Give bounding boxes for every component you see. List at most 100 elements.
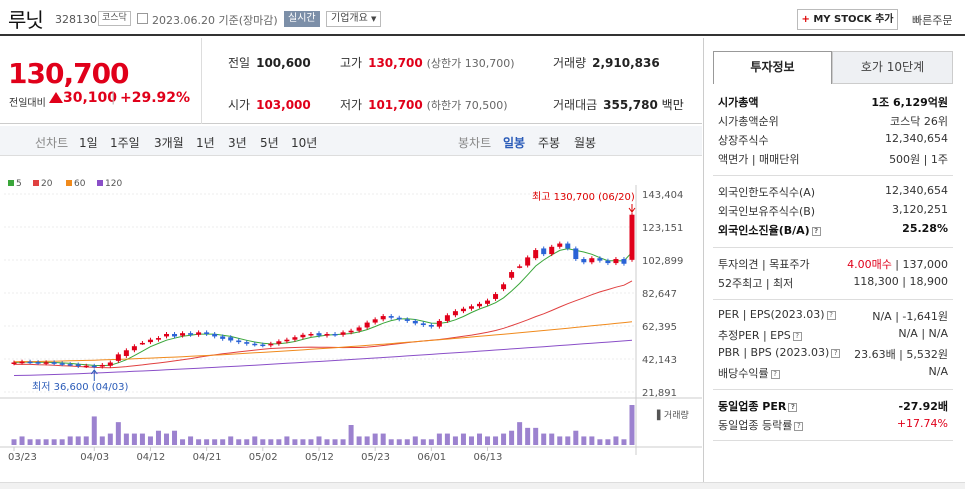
volume-bar (59, 439, 65, 445)
tab-daily[interactable]: 일봉 (503, 136, 526, 150)
info-label: 시가총액 (718, 96, 759, 109)
divider (713, 440, 953, 441)
low-annotation: 최저 36,600 (04/03) (32, 381, 128, 393)
candle-body (236, 340, 242, 343)
help-icon[interactable]: ? (811, 227, 821, 236)
ma-legend-item[interactable]: 60 (66, 179, 85, 189)
info-value: 1조 6,129억원 (871, 96, 948, 109)
ma-line-5 (13, 248, 633, 367)
candle-body (452, 311, 458, 316)
tab-3m[interactable]: 3개월 (154, 136, 184, 150)
candle-body (557, 243, 563, 247)
help-icon[interactable]: ? (770, 370, 780, 379)
volume-bar (541, 433, 547, 445)
volume-bar (107, 433, 113, 445)
volume-bar (629, 405, 635, 445)
volume-bar (91, 416, 97, 445)
price-chart: 143,404 123,151 102,899 82,647 62,395 42,143 2… (0, 185, 702, 463)
candle-body (589, 258, 595, 263)
candle-body (613, 259, 619, 264)
volume-bar (19, 436, 25, 445)
my-stock-add-button[interactable]: + MY STOCK 추가 (797, 9, 898, 30)
tab-1y[interactable]: 1년 (196, 136, 215, 150)
volume-bar (332, 439, 338, 445)
help-icon[interactable]: ? (794, 422, 804, 431)
candle-body (123, 350, 129, 356)
plus-icon: + (801, 14, 810, 25)
chevron-down-icon: ▼ (371, 15, 377, 23)
realtime-button[interactable]: 실시간 (284, 11, 320, 27)
volume-bar (244, 439, 250, 445)
candle-body (212, 333, 218, 337)
candle-body (35, 362, 41, 364)
candle-body (99, 364, 105, 367)
help-icon[interactable]: ? (788, 403, 798, 412)
volume-bar (180, 439, 186, 445)
info-value: 23.63배 | 5,532원 (854, 348, 948, 361)
help-icon[interactable]: ? (826, 311, 836, 320)
legend-label: 60 (74, 179, 86, 189)
tab-weekly[interactable]: 주봉 (538, 136, 561, 150)
tab-3y[interactable]: 3년 (228, 136, 247, 150)
candle-body (284, 339, 290, 342)
tab-line-chart[interactable]: 선차트 (35, 136, 69, 150)
legend-swatch (33, 180, 39, 186)
volume-bar (308, 439, 314, 445)
x-tick-label: 06/13 (474, 452, 503, 463)
info-label: 외국인한도주식수(A) (718, 186, 816, 199)
company-overview-dropdown[interactable]: 기업개요 ▼ (326, 11, 382, 27)
help-icon[interactable]: ? (831, 349, 841, 358)
tab-1d[interactable]: 1일 (79, 136, 98, 150)
ma-legend-item[interactable]: 5 (8, 179, 22, 189)
tab-candle-chart[interactable]: 봉차트 (458, 136, 492, 150)
legend-swatch (66, 180, 72, 186)
tab-1w[interactable]: 1주일 (110, 136, 140, 150)
change-label: 전일대비 (9, 98, 46, 109)
volume-bar (477, 433, 482, 445)
volume-bar (204, 439, 210, 445)
candle-body (485, 300, 491, 304)
ma-legend-item[interactable]: 120 (97, 179, 122, 189)
tab-5y[interactable]: 5년 (260, 136, 279, 150)
x-tick-label: 03/23 (8, 452, 37, 463)
candle-body (276, 341, 282, 344)
candle-body (115, 354, 121, 361)
tab-monthly[interactable]: 월봉 (574, 136, 597, 150)
help-icon[interactable]: ? (792, 332, 802, 341)
candle-body (356, 327, 362, 331)
volume-bar (196, 439, 202, 445)
candle-body (477, 303, 482, 307)
volume-bar (565, 436, 571, 445)
ma-legend-item[interactable]: 20 (33, 179, 52, 189)
volume-bar (380, 433, 386, 445)
tab-10y[interactable]: 10년 (291, 136, 318, 150)
candle-body (252, 343, 258, 346)
candle-body (91, 365, 97, 368)
candle-body (621, 259, 627, 264)
divider: | (111, 90, 116, 105)
candle-body (172, 333, 178, 337)
info-value: 118,300 | 18,900 (853, 275, 948, 288)
volume-bar (460, 433, 466, 445)
price-change-percent: +29.92% (120, 90, 191, 106)
info-value: 4.00매수 | 137,000 (847, 258, 948, 271)
ma-line-20 (13, 280, 633, 369)
info-value: 코스닥 26위 (890, 115, 948, 128)
volume-bar (147, 436, 153, 445)
info-value: 25.28% (902, 222, 948, 235)
quick-order-link[interactable]: 빠른주문 (912, 14, 953, 27)
stat-label: 거래대금 (553, 98, 598, 112)
upper-limit: (상한가 130,700) (426, 57, 515, 70)
tab-order-book[interactable]: 호가 10단계 (832, 51, 953, 84)
volume-bar (493, 436, 499, 445)
candle-body (460, 308, 466, 312)
x-tick-label: 05/12 (305, 452, 334, 463)
info-value: N/A (928, 365, 948, 378)
candle-body (19, 361, 25, 364)
x-tick-label: 04/21 (193, 452, 222, 463)
stock-code: 328130 (55, 13, 97, 26)
candle-body (180, 333, 186, 336)
stat-value: 101,700 (368, 98, 423, 112)
info-row: PER | EPS(2023.03)? N/A | -1,641원 (718, 308, 948, 326)
tab-investment-info[interactable]: 투자정보 (713, 51, 832, 84)
